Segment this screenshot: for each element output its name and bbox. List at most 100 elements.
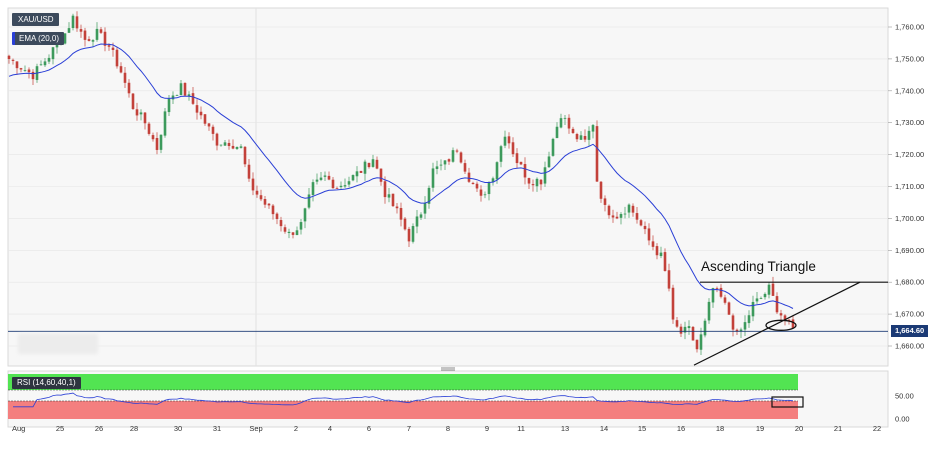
candle: [39, 60, 43, 66]
candle: [199, 106, 203, 120]
candle: [523, 157, 527, 185]
candle: [699, 327, 703, 356]
candle: [99, 27, 103, 34]
candle: [543, 161, 547, 187]
candle: [75, 11, 79, 32]
x-tick-label: 26: [95, 424, 103, 433]
candle: [503, 130, 507, 149]
candle: [651, 235, 655, 251]
candle: [423, 196, 427, 219]
candle: [631, 203, 635, 217]
candle: [195, 99, 199, 120]
candle: [475, 181, 479, 193]
candle: [591, 124, 595, 139]
candle: [487, 181, 491, 201]
candle: [447, 158, 451, 165]
candle: [131, 92, 135, 110]
candle: [771, 276, 775, 296]
candle: [667, 263, 671, 292]
candle: [663, 248, 667, 272]
candle: [439, 159, 443, 171]
candle: [627, 203, 631, 218]
candle: [583, 129, 587, 143]
y-tick-label: 1,670.00: [895, 310, 924, 319]
candle: [515, 148, 519, 169]
candle: [303, 207, 307, 229]
breakout-ellipse: [765, 319, 797, 331]
candle: [51, 46, 55, 65]
candle: [163, 108, 167, 138]
candle: [295, 226, 299, 236]
candle: [235, 146, 239, 150]
x-tick-label: 18: [716, 424, 724, 433]
candle: [559, 113, 563, 129]
ema-legend: EMA (20,0): [12, 32, 65, 45]
candle: [463, 159, 467, 175]
candle: [151, 132, 155, 142]
candle: [139, 109, 143, 121]
candle: [703, 318, 707, 338]
candle: [483, 191, 487, 199]
candle: [323, 171, 327, 181]
x-tick-label: 2: [294, 424, 298, 433]
candle: [123, 66, 127, 89]
rsi-legend: RSI (14,60,40,1): [12, 377, 81, 389]
candle: [527, 177, 531, 190]
x-tick-label: 20: [795, 424, 803, 433]
x-tick-label: 28: [130, 424, 138, 433]
candle: [339, 181, 343, 189]
candle: [787, 319, 791, 325]
candle: [671, 284, 675, 324]
x-tick-label: 21: [834, 424, 842, 433]
rsi-lower-zone: [8, 401, 798, 419]
candle: [607, 204, 611, 219]
candle: [387, 188, 391, 203]
rsi-axis: 50.00 0.00: [895, 392, 914, 424]
candle: [595, 120, 599, 183]
candle: [507, 132, 511, 149]
candle: [407, 226, 411, 247]
y-tick-label: 1,750.00: [895, 54, 924, 63]
candle: [279, 216, 283, 232]
candle: [727, 301, 731, 315]
x-tick-label: 19: [756, 424, 764, 433]
candle: [215, 132, 219, 151]
candle: [327, 171, 331, 181]
x-tick-label: 7: [407, 424, 411, 433]
candle: [415, 210, 419, 234]
candle: [551, 137, 555, 157]
x-tick-label: 31: [213, 424, 221, 433]
pane-splitter-handle[interactable]: [441, 367, 455, 371]
candle: [611, 209, 615, 223]
candle: [83, 27, 87, 47]
candle: [719, 284, 723, 299]
candle: [419, 212, 423, 220]
rsi-tick-label: 50.00: [895, 392, 914, 401]
candle: [383, 176, 387, 204]
candle: [435, 160, 439, 175]
candle: [23, 65, 27, 72]
candle: [267, 202, 271, 209]
candle: [191, 87, 195, 106]
candle: [759, 296, 763, 300]
candle: [19, 67, 23, 73]
x-tick-label: 8: [446, 424, 450, 433]
rsi-tick-label: 0.00: [895, 415, 910, 424]
watermark-blur: [18, 334, 98, 354]
y-tick-label: 1,690.00: [895, 246, 924, 255]
candle: [311, 179, 315, 202]
candle: [587, 126, 591, 147]
candle: [539, 178, 543, 191]
candle: [707, 298, 711, 324]
candle: [103, 27, 107, 52]
x-tick-label: 25: [56, 424, 64, 433]
x-tick-label: 11: [517, 424, 525, 433]
rsi-highlight-box: [771, 396, 804, 408]
candle: [599, 180, 603, 203]
candle: [531, 179, 535, 192]
candle: [567, 114, 571, 134]
candle: [31, 69, 35, 85]
candle: [247, 159, 251, 182]
current-price-tag: 1,664.60: [891, 325, 929, 337]
